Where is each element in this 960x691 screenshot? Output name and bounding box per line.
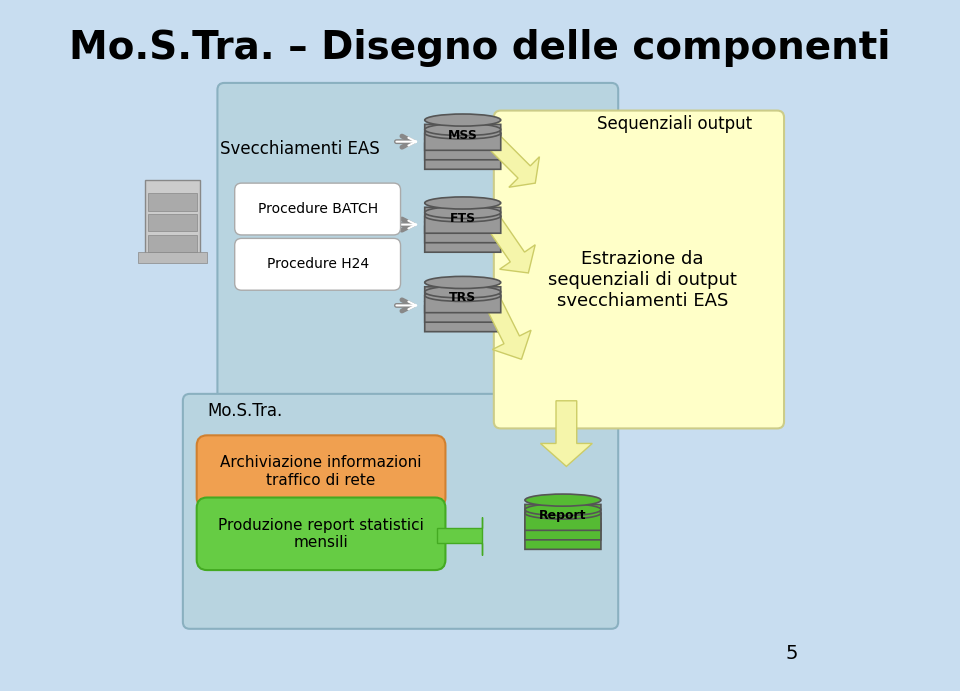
Ellipse shape (424, 124, 501, 135)
Text: Sequenziali output: Sequenziali output (597, 115, 753, 133)
Text: 5: 5 (785, 645, 798, 663)
Bar (148, 214, 197, 231)
FancyBboxPatch shape (424, 305, 501, 332)
Text: MSS: MSS (447, 129, 478, 142)
FancyBboxPatch shape (234, 238, 400, 290)
FancyBboxPatch shape (217, 83, 618, 422)
FancyBboxPatch shape (493, 111, 784, 428)
FancyBboxPatch shape (424, 287, 501, 312)
Ellipse shape (424, 216, 501, 228)
Ellipse shape (525, 507, 601, 519)
Text: Estrazione da
sequenziali di output
svecchiamenti EAS: Estrazione da sequenziali di output svec… (548, 250, 737, 310)
FancyArrow shape (483, 213, 536, 273)
FancyBboxPatch shape (234, 183, 400, 235)
Text: Mo.S.Tra.: Mo.S.Tra. (207, 402, 282, 420)
FancyBboxPatch shape (424, 296, 501, 322)
Ellipse shape (424, 286, 501, 298)
FancyArrow shape (540, 401, 592, 466)
Ellipse shape (424, 133, 501, 145)
Text: Report: Report (540, 509, 587, 522)
Bar (148, 235, 197, 252)
FancyArrow shape (483, 293, 531, 359)
FancyBboxPatch shape (197, 435, 445, 508)
Text: Produzione report statistici
mensili: Produzione report statistici mensili (218, 518, 424, 550)
Ellipse shape (424, 207, 501, 218)
Text: Procedure H24: Procedure H24 (267, 257, 369, 272)
Ellipse shape (525, 513, 601, 525)
Text: Mo.S.Tra. – Disegno delle componenti: Mo.S.Tra. – Disegno delle componenti (69, 30, 891, 67)
Ellipse shape (525, 494, 601, 506)
FancyBboxPatch shape (424, 207, 501, 234)
Ellipse shape (424, 276, 501, 289)
FancyArrow shape (484, 132, 540, 187)
FancyBboxPatch shape (424, 124, 501, 151)
Ellipse shape (525, 504, 601, 515)
FancyBboxPatch shape (424, 144, 501, 169)
FancyBboxPatch shape (197, 498, 445, 570)
Text: Procedure BATCH: Procedure BATCH (257, 202, 377, 216)
Bar (138, 252, 207, 263)
FancyBboxPatch shape (424, 217, 501, 243)
FancyBboxPatch shape (525, 504, 601, 531)
Text: Archiviazione informazioni
traffico di rete: Archiviazione informazioni traffico di r… (221, 455, 421, 488)
FancyBboxPatch shape (525, 514, 601, 540)
FancyBboxPatch shape (182, 394, 618, 629)
Ellipse shape (424, 210, 501, 222)
Bar (145, 180, 200, 256)
Ellipse shape (424, 127, 501, 139)
FancyBboxPatch shape (525, 524, 601, 549)
Ellipse shape (424, 296, 501, 307)
Text: Svecchiamenti EAS: Svecchiamenti EAS (221, 140, 380, 158)
FancyBboxPatch shape (424, 227, 501, 252)
Bar (148, 193, 197, 211)
Ellipse shape (424, 290, 501, 301)
FancyArrow shape (437, 517, 482, 554)
FancyBboxPatch shape (424, 134, 501, 160)
Ellipse shape (424, 197, 501, 209)
Text: TRS: TRS (449, 292, 476, 305)
Ellipse shape (424, 114, 501, 126)
Text: FTS: FTS (449, 212, 476, 225)
